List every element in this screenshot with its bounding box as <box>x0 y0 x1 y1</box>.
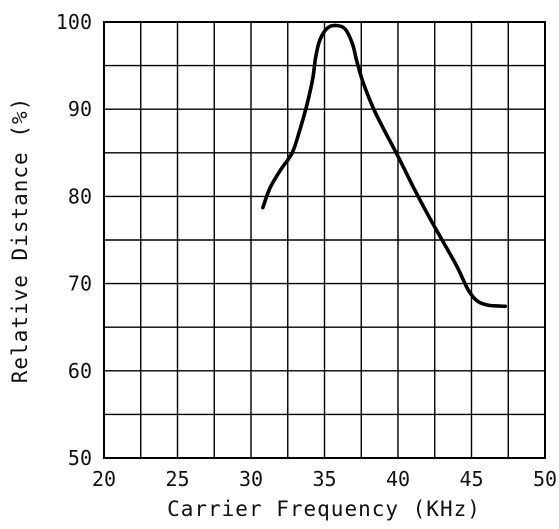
y-tick-label: 80 <box>68 184 92 208</box>
y-tick-labels: 50 60 70 80 90 100 <box>56 10 92 470</box>
x-axis-label: Carrier Frequency (KHz) <box>167 497 481 521</box>
x-tick-label: 40 <box>386 467 410 491</box>
grid <box>104 22 545 458</box>
y-tick-label: 90 <box>68 97 92 121</box>
series-line <box>261 23 508 309</box>
plot-frame <box>103 21 546 459</box>
y-axis-label: Relative Distance (%) <box>8 97 32 384</box>
y-tick-label: 70 <box>68 272 92 296</box>
y-tick-label: 60 <box>68 359 92 383</box>
x-tick-label: 20 <box>92 467 116 491</box>
x-tick-label: 50 <box>533 467 557 491</box>
x-tick-label: 25 <box>165 467 189 491</box>
x-tick-labels: 20 25 30 35 40 45 50 <box>92 467 557 491</box>
x-tick-label: 45 <box>459 467 483 491</box>
x-tick-label: 30 <box>239 467 263 491</box>
y-tick-label: 50 <box>68 446 92 470</box>
x-tick-label: 35 <box>312 467 336 491</box>
y-tick-label: 100 <box>56 10 92 34</box>
